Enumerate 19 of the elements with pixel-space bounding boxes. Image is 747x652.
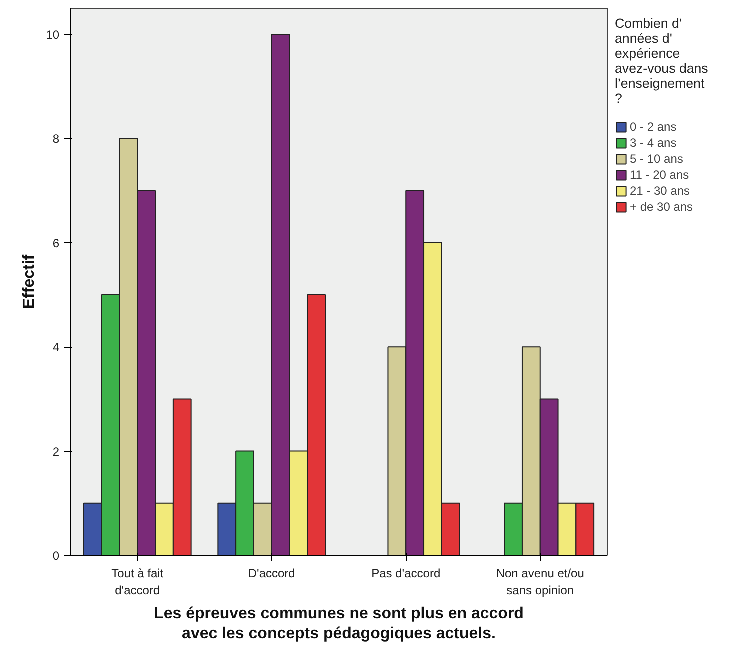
- x-axis-title: Les épreuves communes ne sont plus en accord avec les concepts pédagogiques actuels.: [154, 605, 524, 643]
- legend-label: 5 - 10 ans: [630, 152, 684, 166]
- x-tick-label: Non avenu et/ou sans opinion: [496, 566, 584, 598]
- legend-label: 21 - 30 ans: [630, 184, 690, 198]
- y-tick-label: 4: [52, 340, 60, 355]
- x-tick-label: Tout à fait d'accord: [112, 566, 164, 598]
- y-tick-label: 6: [52, 236, 60, 250]
- y-tick-label: 2: [52, 444, 60, 459]
- x-tick-label: Pas d'accord: [372, 566, 441, 580]
- x-tick-label: D'accord: [248, 566, 296, 580]
- y-tick-label: 8: [52, 132, 60, 146]
- y-tick-label: 0: [52, 549, 60, 563]
- y-tick-label: 10: [46, 28, 60, 42]
- legend-label: + de 30 ans: [630, 200, 694, 214]
- legend-title: Combien d' années d' expérience avez-vous dans l’enseignement ?: [615, 16, 708, 106]
- y-axis-title: Effectif: [21, 254, 38, 310]
- legend-label: 0 - 2 ans: [630, 120, 677, 134]
- legend-label: 3 - 4 ans: [630, 136, 677, 150]
- legend-label: 11 - 20 ans: [630, 168, 690, 182]
